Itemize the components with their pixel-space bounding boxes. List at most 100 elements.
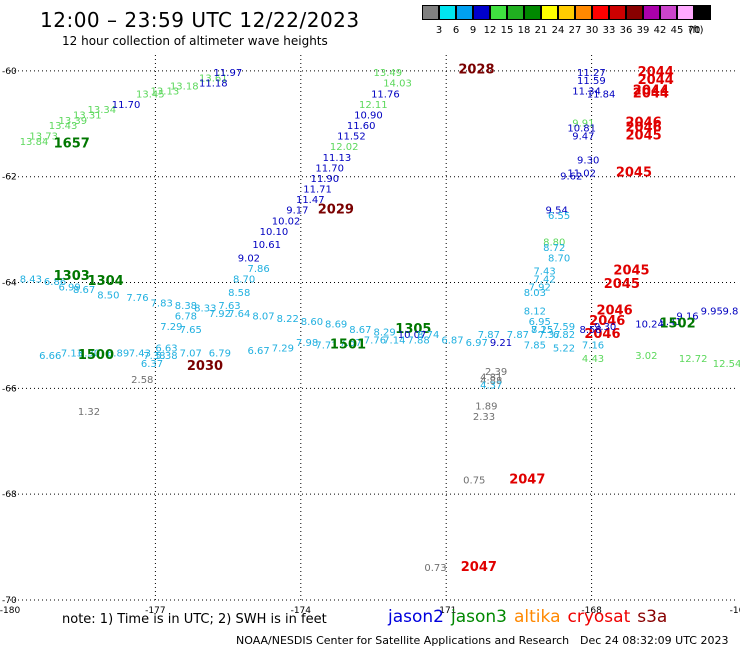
wave-height-label: 11.76 xyxy=(371,89,400,100)
wave-height-label: 9.47 xyxy=(572,132,594,143)
wave-height-label: 7.15 xyxy=(531,325,553,336)
wave-height-label: 8.69 xyxy=(325,320,347,331)
wave-height-label: 9.30 xyxy=(594,322,616,333)
wave-height-label: 8.43 xyxy=(20,275,42,286)
wave-height-label: 4.81 xyxy=(480,372,502,383)
wave-height-label: 11.52 xyxy=(337,132,366,143)
wave-height-label: 11.34 xyxy=(572,87,601,98)
wave-height-label: 9.30 xyxy=(577,155,599,166)
wave-height-label: 2.58 xyxy=(131,375,153,386)
scale-swatch xyxy=(677,5,694,20)
wave-height-label: 8.50 xyxy=(97,290,119,301)
pass-time-label: 1657 xyxy=(54,137,90,152)
wave-height-label: 7.07 xyxy=(180,349,202,360)
wave-height-label: 7.16 xyxy=(582,341,604,352)
wave-height-label: 7.43 xyxy=(129,349,151,360)
wave-height-label: 7.42 xyxy=(533,275,555,286)
wave-height-label: 11.90 xyxy=(310,174,339,185)
wave-height-label: 11.97 xyxy=(214,68,243,79)
scale-label: 70 xyxy=(687,25,701,36)
wave-height-label: 6.82 xyxy=(553,330,575,341)
scale-label: 6 xyxy=(452,25,460,36)
scale-swatch xyxy=(507,5,524,20)
lat-tick-label: -60 xyxy=(2,67,17,77)
wave-height-label: 11.60 xyxy=(347,121,376,132)
wave-height-label: 7.76 xyxy=(126,293,148,304)
wave-height-label: 8.38 xyxy=(175,301,197,312)
wave-height-label: 8.12 xyxy=(524,306,546,317)
satellite-legend: jason2 jason3 altika cryosat s3a xyxy=(388,607,674,627)
wave-height-label: 7.87 xyxy=(507,330,529,341)
lat-tick-label: -64 xyxy=(2,279,17,289)
pass-time-label: 1502 xyxy=(659,317,695,332)
wave-height-label: 10.90 xyxy=(354,110,383,121)
wave-height-label: 10.07 xyxy=(398,330,427,341)
wave-height-label: 12.54 xyxy=(713,359,740,370)
scale-swatch xyxy=(626,5,643,20)
footnote: note: 1) Time is in UTC; 2) SWH is in fe… xyxy=(62,612,327,627)
lat-tick-label: -70 xyxy=(2,596,17,606)
wave-height-label: 13.84 xyxy=(20,137,49,148)
wave-height-label: 14.03 xyxy=(383,79,412,90)
wave-height-label: 7.64 xyxy=(228,309,250,320)
lon-tick-label: -171 xyxy=(436,606,456,616)
scale-swatch xyxy=(524,5,541,20)
wave-height-label: 8.03 xyxy=(524,288,546,299)
wave-height-label: 7.29 xyxy=(160,322,182,333)
wave-height-label: 0.75 xyxy=(463,476,485,487)
wave-height-label: 8.29 xyxy=(374,327,396,338)
graticule xyxy=(10,55,737,601)
pass-time-label: 2045 xyxy=(613,264,649,279)
scale-swatch xyxy=(660,5,677,20)
scale-swatch xyxy=(643,5,660,20)
wave-height-label: 8.22 xyxy=(277,314,299,325)
wave-height-label: 13.18 xyxy=(170,81,199,92)
wave-height-label: 4.43 xyxy=(582,354,604,365)
pass-time-label: 2029 xyxy=(318,203,354,218)
wave-height-label: 8.07 xyxy=(252,312,274,323)
lon-tick-label: -168 xyxy=(581,606,602,616)
wave-height-label: 7.98 xyxy=(296,338,318,349)
pass-time-label: 2044 xyxy=(633,84,669,99)
wave-height-label: 7.86 xyxy=(247,264,269,275)
scale-label: 24 xyxy=(551,25,565,36)
wave-height-label: 8.60 xyxy=(301,317,323,328)
wave-height-label: 11.59 xyxy=(577,76,606,87)
credit-line: NOAA/NESDIS Center for Satellite Applica… xyxy=(236,634,570,647)
wave-height-label: 9.16 xyxy=(676,312,698,323)
wave-height-label: 11.84 xyxy=(587,89,616,100)
wave-height-label: 8.70 xyxy=(233,275,255,286)
legend-item-altika: altika xyxy=(514,607,561,627)
wave-height-label: 6.86 xyxy=(44,277,66,288)
wave-height-label: 6.99 xyxy=(58,282,80,293)
pass-time-label: 2044 xyxy=(638,65,674,80)
pass-time-label: 2047 xyxy=(461,560,497,575)
wave-height-label: 8.33 xyxy=(194,304,216,315)
wave-height-label: 13.43 xyxy=(49,121,78,132)
wave-height-label: 6.97 xyxy=(466,338,488,349)
scale-label: 15 xyxy=(500,25,514,36)
wave-height-label: 1.89 xyxy=(475,402,497,413)
scale-swatch xyxy=(694,5,711,20)
scale-swatch xyxy=(456,5,473,20)
scale-swatch xyxy=(558,5,575,20)
wave-height-label: 9.8 xyxy=(722,306,738,317)
wave-height-label: 7.37 xyxy=(538,330,560,341)
lat-tick-label: -68 xyxy=(2,490,17,500)
wave-height-label: 9.91 xyxy=(572,118,594,129)
scale-swatch xyxy=(575,5,592,20)
wave-height-label: 6.79 xyxy=(209,349,231,360)
legend-item-cryosat: cryosat xyxy=(567,607,631,627)
wave-height-label: 2.33 xyxy=(473,412,495,423)
scale-unit: (ft) xyxy=(688,25,704,36)
scale-label: 27 xyxy=(568,25,582,36)
wave-height-label: 11.71 xyxy=(303,185,332,196)
lat-tick-label: -66 xyxy=(2,384,17,394)
wave-height-label: 11.27 xyxy=(577,68,606,79)
pass-time-label: 1501 xyxy=(330,338,366,353)
wave-height-label: 7.92 xyxy=(529,282,551,293)
wave-height-label: 6.89 xyxy=(107,349,129,360)
wave-height-label: 13.34 xyxy=(88,105,117,116)
scale-label: 39 xyxy=(636,25,650,36)
